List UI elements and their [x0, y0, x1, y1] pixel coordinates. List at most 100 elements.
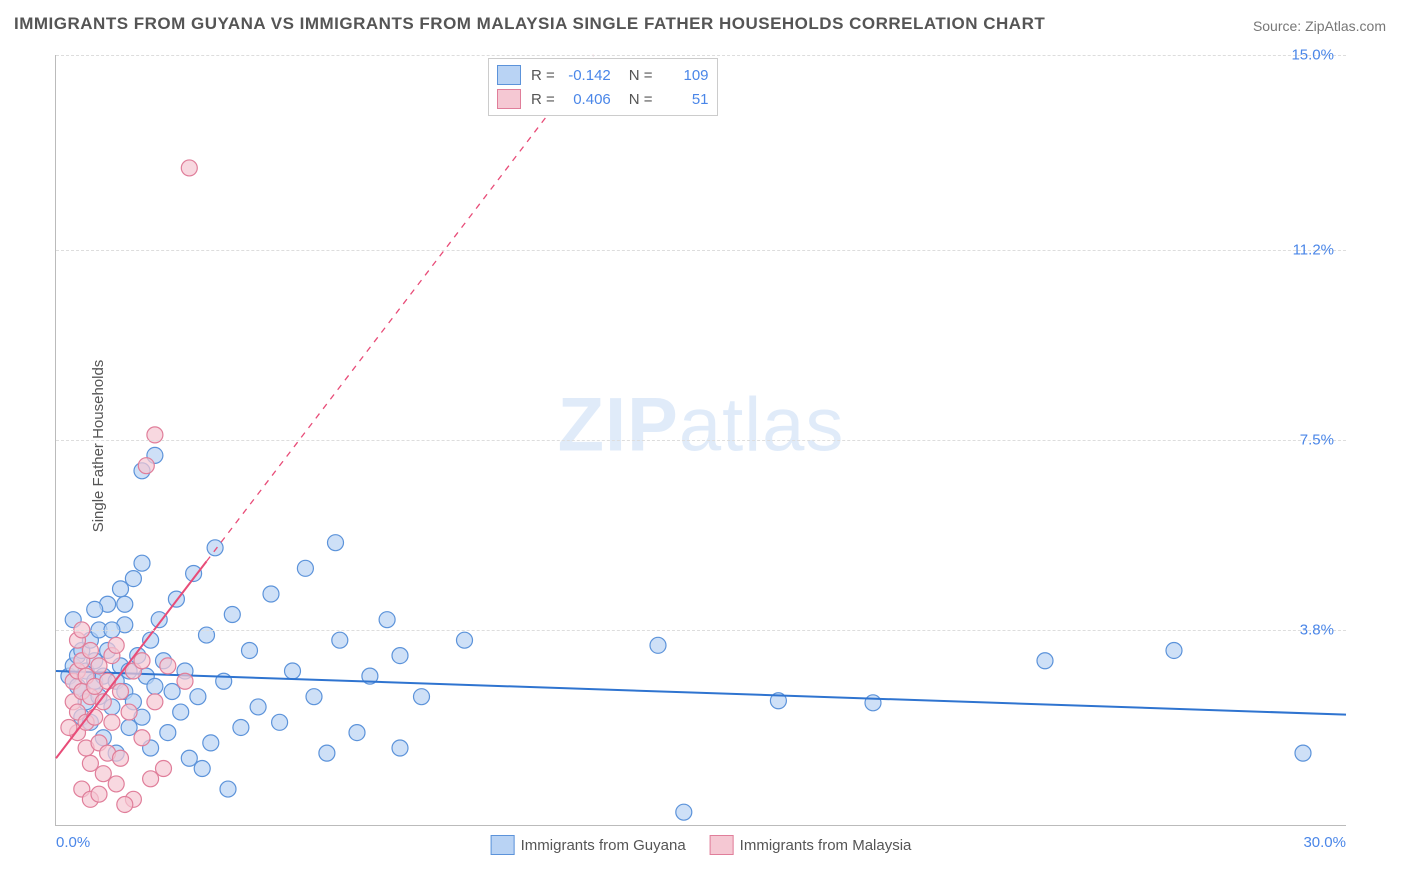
- data-point-malaysia: [138, 458, 154, 474]
- series-legend: Immigrants from Guyana Immigrants from Ma…: [491, 835, 912, 855]
- y-tick-label: 3.8%: [1300, 621, 1334, 638]
- data-point-guyana: [224, 607, 240, 623]
- data-point-guyana: [328, 535, 344, 551]
- data-point-malaysia: [95, 766, 111, 782]
- data-point-guyana: [233, 719, 249, 735]
- data-point-guyana: [125, 571, 141, 587]
- data-point-guyana: [319, 745, 335, 761]
- y-tick-label: 15.0%: [1291, 47, 1334, 64]
- data-point-guyana: [151, 612, 167, 628]
- grid-line: [56, 55, 1346, 56]
- data-point-malaysia: [134, 653, 150, 669]
- data-point-malaysia: [181, 160, 197, 176]
- data-point-guyana: [263, 586, 279, 602]
- data-point-guyana: [1037, 653, 1053, 669]
- source-prefix: Source:: [1253, 18, 1305, 34]
- data-point-guyana: [676, 804, 692, 820]
- stat-r-label: R =: [531, 67, 555, 84]
- data-point-guyana: [865, 695, 881, 711]
- data-point-guyana: [117, 596, 133, 612]
- data-point-guyana: [332, 632, 348, 648]
- x-tick-label: 0.0%: [56, 834, 90, 851]
- swatch-icon: [491, 835, 515, 855]
- data-point-malaysia: [113, 684, 129, 700]
- data-point-guyana: [242, 642, 258, 658]
- stat-n-label: N =: [629, 67, 653, 84]
- data-point-guyana: [306, 689, 322, 705]
- data-point-malaysia: [147, 694, 163, 710]
- data-point-guyana: [147, 678, 163, 694]
- chart-title: IMMIGRANTS FROM GUYANA VS IMMIGRANTS FRO…: [14, 14, 1045, 34]
- data-point-guyana: [121, 719, 137, 735]
- data-point-guyana: [272, 714, 288, 730]
- stat-n-value: 109: [659, 67, 709, 84]
- data-point-guyana: [181, 750, 197, 766]
- data-point-malaysia: [121, 704, 137, 720]
- data-point-guyana: [414, 689, 430, 705]
- plot-area: ZIPatlas R =-0.142N =109R =0.406N =51 Im…: [55, 55, 1346, 826]
- stat-n-label: N =: [629, 91, 653, 108]
- stats-row-guyana: R = -0.142 N = 109: [497, 63, 709, 87]
- data-point-guyana: [650, 637, 666, 653]
- data-point-malaysia: [87, 709, 103, 725]
- data-point-guyana: [207, 540, 223, 556]
- data-point-guyana: [220, 781, 236, 797]
- data-point-malaysia: [100, 673, 116, 689]
- data-point-malaysia: [108, 637, 124, 653]
- trend-line-malaysia-ext: [207, 55, 594, 561]
- swatch-icon: [497, 65, 521, 85]
- swatch-icon: [710, 835, 734, 855]
- data-point-guyana: [113, 581, 129, 597]
- source-attribution: Source: ZipAtlas.com: [1253, 18, 1386, 34]
- data-point-malaysia: [91, 658, 107, 674]
- stats-row-malaysia: R = 0.406 N = 51: [497, 87, 709, 111]
- data-point-malaysia: [82, 642, 98, 658]
- data-point-guyana: [190, 689, 206, 705]
- data-point-guyana: [379, 612, 395, 628]
- data-point-guyana: [160, 725, 176, 741]
- data-point-malaysia: [143, 771, 159, 787]
- stat-r-value: -0.142: [561, 67, 611, 84]
- data-point-guyana: [87, 601, 103, 617]
- data-point-guyana: [285, 663, 301, 679]
- swatch-icon: [497, 89, 521, 109]
- stats-legend: R = -0.142 N = 109 R = 0.406 N = 51: [488, 58, 718, 116]
- data-point-guyana: [457, 632, 473, 648]
- grid-line: [56, 250, 1346, 251]
- data-point-guyana: [392, 648, 408, 664]
- stat-n-value: 51: [659, 91, 709, 108]
- data-point-malaysia: [117, 796, 133, 812]
- source-name: ZipAtlas.com: [1305, 18, 1386, 34]
- data-point-guyana: [164, 684, 180, 700]
- data-point-malaysia: [91, 786, 107, 802]
- data-point-guyana: [392, 740, 408, 756]
- legend-item-malaysia: Immigrants from Malaysia: [710, 835, 912, 855]
- stat-r-label: R =: [531, 91, 555, 108]
- legend-label: Immigrants from Guyana: [521, 837, 686, 854]
- data-point-guyana: [134, 555, 150, 571]
- data-point-guyana: [203, 735, 219, 751]
- data-point-guyana: [250, 699, 266, 715]
- data-point-guyana: [194, 761, 210, 777]
- grid-line: [56, 440, 1346, 441]
- data-point-guyana: [1166, 642, 1182, 658]
- trend-line-guyana: [56, 671, 1346, 715]
- data-point-malaysia: [156, 761, 172, 777]
- data-point-malaysia: [104, 714, 120, 730]
- data-point-guyana: [1295, 745, 1311, 761]
- grid-line: [56, 630, 1346, 631]
- legend-item-guyana: Immigrants from Guyana: [491, 835, 686, 855]
- data-point-malaysia: [160, 658, 176, 674]
- data-point-malaysia: [113, 750, 129, 766]
- data-point-malaysia: [108, 776, 124, 792]
- data-point-malaysia: [134, 730, 150, 746]
- y-tick-label: 7.5%: [1300, 432, 1334, 449]
- data-point-malaysia: [82, 755, 98, 771]
- data-point-guyana: [173, 704, 189, 720]
- y-tick-label: 11.2%: [1293, 242, 1334, 259]
- x-tick-label: 30.0%: [1303, 834, 1346, 851]
- legend-label: Immigrants from Malaysia: [740, 837, 912, 854]
- data-point-guyana: [349, 725, 365, 741]
- stat-r-value: 0.406: [561, 91, 611, 108]
- data-point-malaysia: [177, 673, 193, 689]
